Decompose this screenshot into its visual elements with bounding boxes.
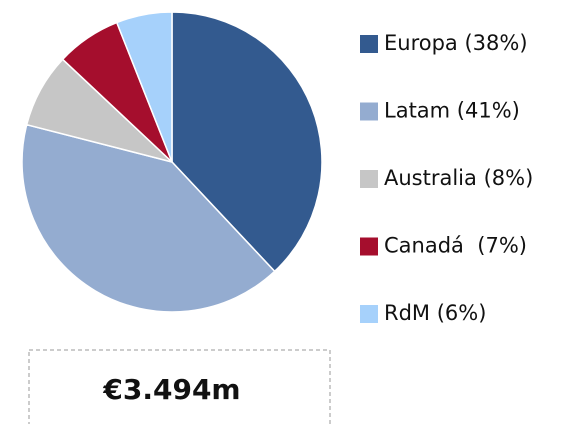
pie-slice: [115, 11, 173, 163]
legend-swatch: [360, 237, 378, 256]
legend-swatch: [360, 102, 378, 121]
total-label: €3.494m: [102, 373, 240, 406]
legend-swatch: [360, 170, 378, 188]
legend-label: Australia (8%): [384, 166, 533, 190]
legend-label: Europa (38%): [384, 31, 528, 55]
legend-label: Latam (41%): [384, 99, 520, 123]
total-box: [28, 349, 331, 424]
legend-swatch: [360, 305, 378, 323]
legend-label: Canadá (7%): [384, 234, 527, 258]
legend-swatch: [360, 35, 378, 53]
pie-slice: [171, 11, 323, 273]
legend-label: RdM (6%): [384, 301, 486, 325]
pie-slice: [21, 123, 276, 313]
